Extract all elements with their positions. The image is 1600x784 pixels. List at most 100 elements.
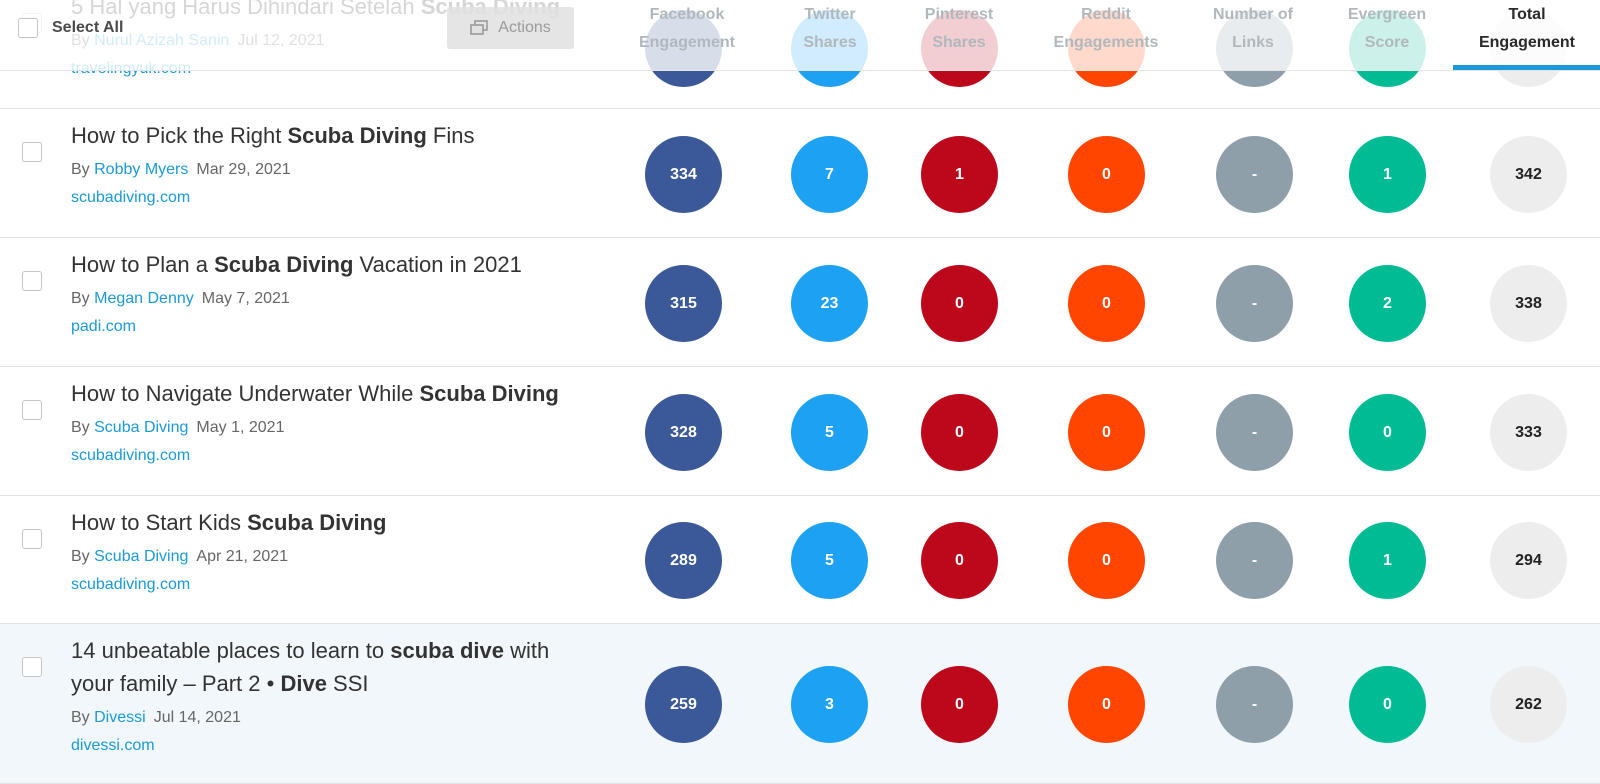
reddit-engagements-badge[interactable]: 0 [1068, 666, 1145, 743]
column-header-twitter-shares[interactable]: Twitter Shares [760, 1, 900, 57]
pinterest-shares-badge[interactable]: 0 [921, 265, 998, 342]
column-header-line: Shares [803, 34, 857, 51]
reddit-engagements-badge[interactable]: 0 [1068, 265, 1145, 342]
reddit-engagements-badge[interactable]: 0 [1068, 394, 1145, 471]
select-all-label[interactable]: Select All [52, 19, 124, 36]
column-header-number-of-links[interactable]: Number of Links [1183, 1, 1323, 57]
domain-link[interactable]: scubadiving.com [71, 447, 191, 464]
publish-date: Apr 21, 2021 [196, 548, 289, 565]
twitter-shares-badge[interactable]: 3 [791, 666, 868, 743]
row-checkbox[interactable] [22, 657, 42, 677]
column-header-line: Links [1232, 34, 1274, 51]
row-checkbox[interactable] [22, 142, 42, 162]
column-header-facebook-engagement[interactable]: Facebook Engagement [617, 1, 757, 57]
total-engagement-badge[interactable]: 333 [1490, 394, 1567, 471]
article-title[interactable]: How to Start Kids Scuba Diving [71, 506, 591, 539]
author-link[interactable]: Robby Myers [94, 161, 189, 178]
article-meta: By Robby Myers Mar 29, 2021 [71, 161, 291, 179]
title-keyword: Scuba Diving [419, 381, 559, 406]
evergreen-score-badge[interactable]: 0 [1349, 394, 1426, 471]
number-of-links-badge[interactable]: - [1216, 522, 1293, 599]
number-of-links-badge[interactable]: - [1216, 265, 1293, 342]
article-title[interactable]: How to Pick the Right Scuba Diving Fins [71, 119, 591, 152]
pinterest-shares-badge[interactable]: 0 [921, 394, 998, 471]
twitter-shares-badge[interactable]: 7 [791, 136, 868, 213]
by-label: By [71, 161, 90, 178]
row-checkbox[interactable] [22, 400, 42, 420]
column-header-reddit-engagements[interactable]: Reddit Engagements [1036, 1, 1176, 57]
total-engagement-badge[interactable]: 294 [1490, 522, 1567, 599]
total-engagement-badge[interactable]: 342 [1490, 136, 1567, 213]
title-text: SSI [326, 671, 369, 696]
table-row: How to Pick the Right Scuba Diving Fins B… [0, 109, 1600, 238]
twitter-shares-badge[interactable]: 5 [791, 522, 868, 599]
active-sort-indicator [1453, 65, 1600, 70]
number-of-links-badge[interactable]: - [1216, 136, 1293, 213]
pinterest-shares-badge[interactable]: 1 [921, 136, 998, 213]
total-engagement-badge[interactable]: 338 [1490, 265, 1567, 342]
column-header-line: Shares [932, 34, 986, 51]
title-text: How to Navigate Underwater While [71, 381, 420, 406]
title-keyword: Scuba Diving [287, 123, 427, 148]
column-header-evergreen-score[interactable]: Evergreen Score [1317, 1, 1457, 57]
table-header: Select All Actions Facebook Engagement T… [0, 0, 1600, 71]
article-title[interactable]: How to Plan a Scuba Diving Vacation in 2… [71, 248, 591, 281]
evergreen-score-badge[interactable]: 0 [1349, 666, 1426, 743]
article-meta: By Scuba Diving May 1, 2021 [71, 419, 284, 437]
column-header-line: Pinterest [924, 6, 994, 23]
column-header-line: Facebook [649, 6, 725, 23]
pinterest-shares-badge[interactable]: 0 [921, 666, 998, 743]
column-header-line: Reddit [1081, 6, 1131, 23]
by-label: By [71, 419, 90, 436]
title-keyword: Scuba Diving [247, 510, 387, 535]
column-header-line: Evergreen [1347, 6, 1427, 23]
article-meta: By Scuba Diving Apr 21, 2021 [71, 548, 288, 566]
reddit-engagements-badge[interactable]: 0 [1068, 522, 1145, 599]
pinterest-shares-badge[interactable]: 0 [921, 522, 998, 599]
publish-date: May 7, 2021 [201, 290, 290, 307]
author-link[interactable]: Divessi [94, 709, 146, 726]
article-title[interactable]: How to Navigate Underwater While Scuba D… [71, 377, 591, 410]
publish-date: Mar 29, 2021 [196, 161, 291, 178]
evergreen-score-badge[interactable]: 1 [1349, 136, 1426, 213]
domain-link[interactable]: padi.com [71, 318, 136, 335]
facebook-engagement-badge[interactable]: 334 [645, 136, 722, 213]
title-text: How to Plan a [71, 252, 215, 277]
twitter-shares-badge[interactable]: 23 [791, 265, 868, 342]
facebook-engagement-badge[interactable]: 289 [645, 522, 722, 599]
facebook-engagement-badge[interactable]: 315 [645, 265, 722, 342]
title-keyword: Dive [280, 671, 327, 696]
column-header-pinterest-shares[interactable]: Pinterest Shares [889, 1, 1029, 57]
author-link[interactable]: Scuba Diving [94, 419, 189, 436]
number-of-links-badge[interactable]: - [1216, 666, 1293, 743]
domain-link[interactable]: divessi.com [71, 737, 155, 754]
reddit-engagements-badge[interactable]: 0 [1068, 136, 1145, 213]
column-header-total-engagement[interactable]: Total Engagement [1457, 1, 1597, 57]
row-checkbox[interactable] [22, 271, 42, 291]
table-row: 14 unbeatable places to learn to scuba d… [0, 624, 1600, 784]
by-label: By [71, 290, 90, 307]
column-header-line: Total [1508, 6, 1546, 23]
article-meta: By Divessi Jul 14, 2021 [71, 709, 241, 727]
column-header-line: Twitter [804, 6, 856, 23]
domain-link[interactable]: scubadiving.com [71, 576, 191, 593]
actions-button[interactable]: Actions [447, 7, 574, 49]
author-link[interactable]: Megan Denny [94, 290, 194, 307]
author-link[interactable]: Scuba Diving [94, 548, 189, 565]
article-meta: By Megan Denny May 7, 2021 [71, 290, 290, 308]
table-row: How to Navigate Underwater While Scuba D… [0, 367, 1600, 496]
title-keyword: Scuba Diving [214, 252, 354, 277]
column-header-line: Score [1364, 34, 1410, 51]
facebook-engagement-badge[interactable]: 328 [645, 394, 722, 471]
row-checkbox[interactable] [22, 529, 42, 549]
domain-link[interactable]: scubadiving.com [71, 189, 191, 206]
twitter-shares-badge[interactable]: 5 [791, 394, 868, 471]
select-all-checkbox[interactable] [18, 18, 38, 38]
evergreen-score-badge[interactable]: 2 [1349, 265, 1426, 342]
article-title[interactable]: 14 unbeatable places to learn to scuba d… [71, 634, 591, 700]
evergreen-score-badge[interactable]: 1 [1349, 522, 1426, 599]
number-of-links-badge[interactable]: - [1216, 394, 1293, 471]
title-keyword: scuba dive [390, 638, 504, 663]
facebook-engagement-badge[interactable]: 259 [645, 666, 722, 743]
total-engagement-badge[interactable]: 262 [1490, 666, 1567, 743]
